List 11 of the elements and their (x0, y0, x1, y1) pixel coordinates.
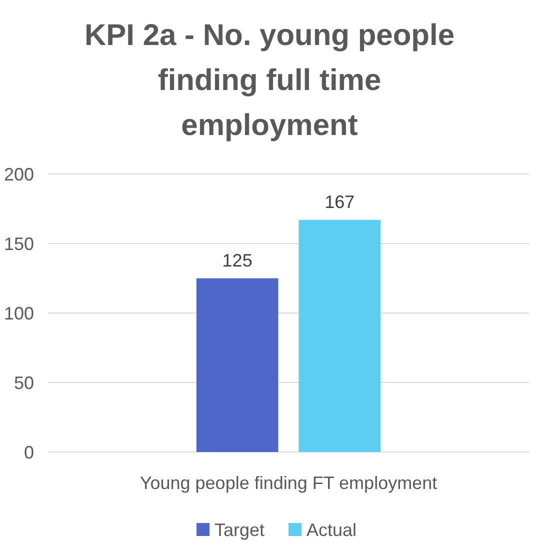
chart-title: KPI 2a - No. young people finding full time employment (84, 19, 455, 142)
x-tick-label: Young people finding FT employment (140, 473, 438, 493)
data-label: 167 (324, 192, 355, 212)
data-label: 125 (222, 250, 252, 270)
y-tick-label: 200 (4, 164, 34, 184)
y-tick-label: 50 (14, 372, 34, 393)
legend-label: Actual (306, 520, 357, 540)
y-tick-label: 100 (4, 303, 34, 324)
legend-label: Target (214, 520, 265, 540)
y-tick-label: 0 (24, 442, 34, 462)
y-tick-label: 150 (4, 234, 34, 254)
